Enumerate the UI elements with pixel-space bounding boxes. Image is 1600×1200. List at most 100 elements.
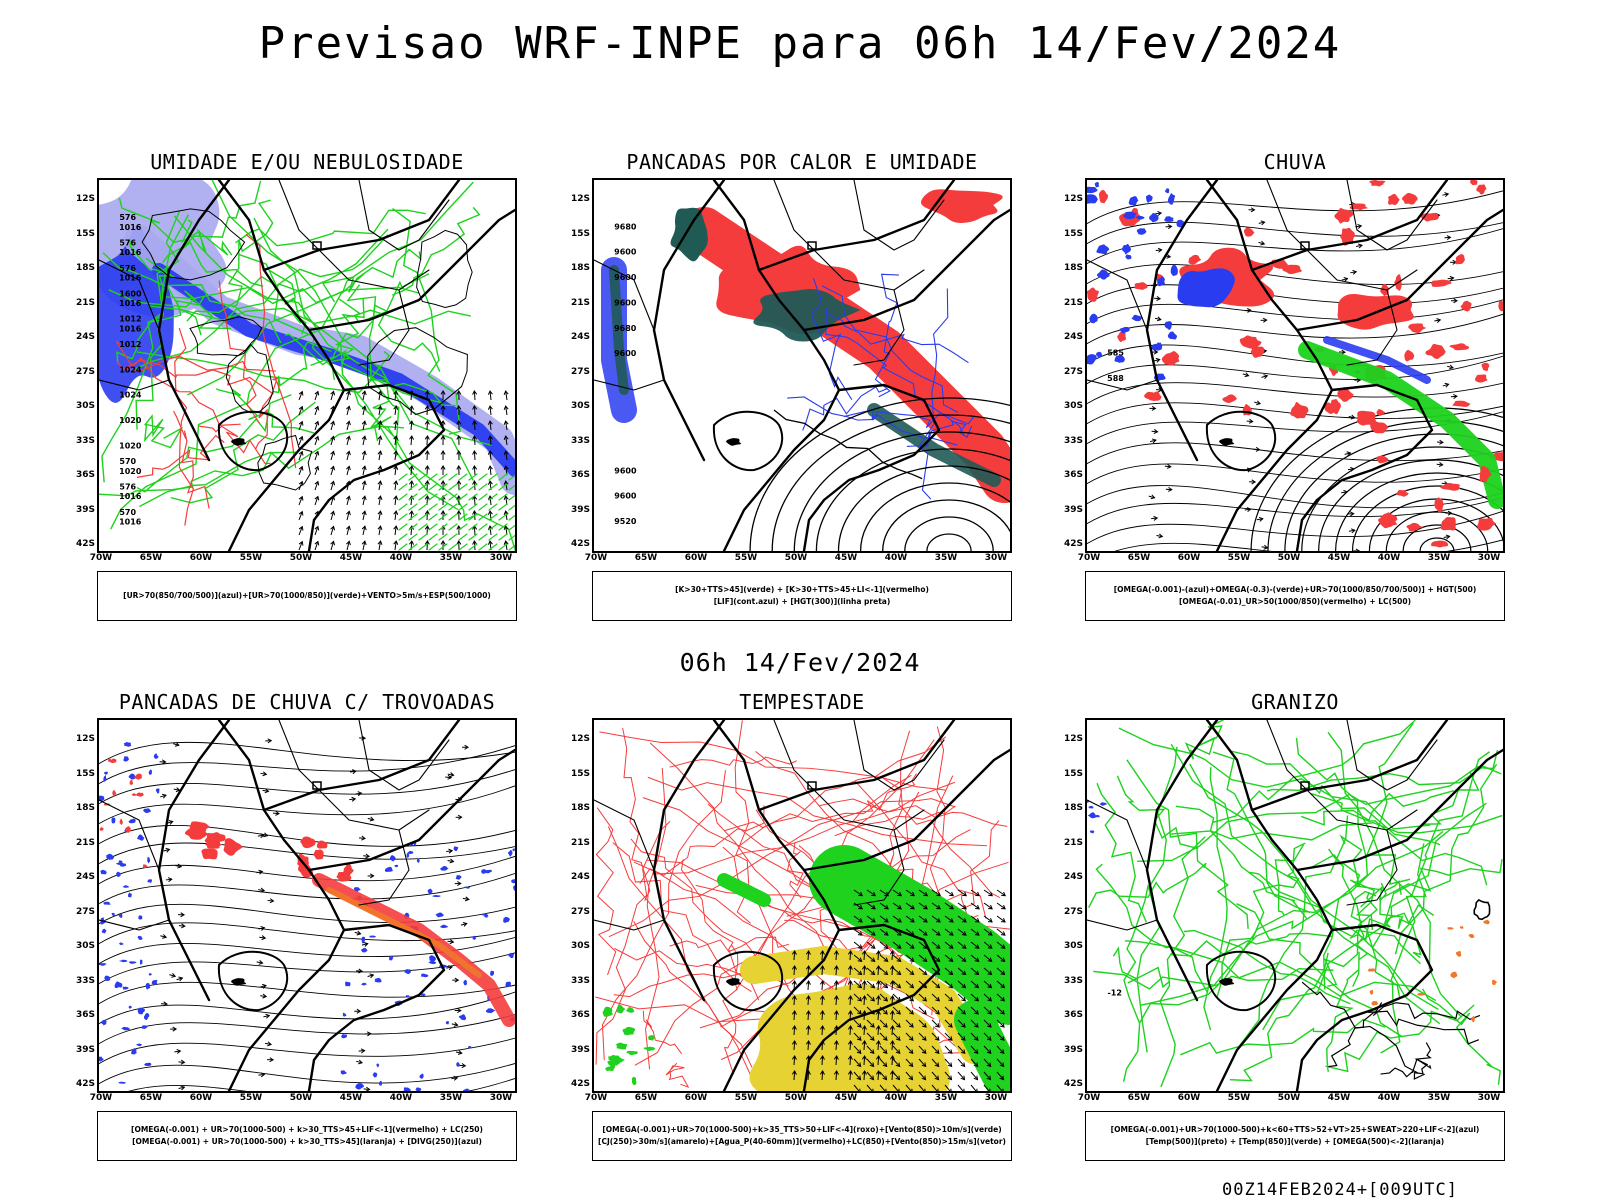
contour-label: 570 — [119, 457, 136, 466]
lat-tick-label: 39S — [75, 1044, 95, 1055]
lat-tick-label: 12S — [1063, 734, 1083, 744]
lon-tick-label: 70W — [1077, 553, 1101, 563]
lat-tick-label: 39S — [75, 504, 95, 515]
lon-tick-label: 40W — [389, 1093, 413, 1103]
map-panel: CHUVA 588 585 12S 15S 18S 21S 24S 27S 30S 33S 36S 39… — [1064, 150, 1505, 625]
lat-tick-label: 15S — [1063, 228, 1083, 239]
contour-label: 9520 — [614, 517, 637, 526]
lat-tick-label: 36S — [570, 470, 590, 480]
contour-label: 1016 — [119, 492, 142, 501]
contour-label: 1600 — [119, 289, 142, 298]
lat-tick-label: 30S — [1063, 941, 1083, 951]
forecast-map: 9600 9680 9600 9600 9600 9680 9520 9600 9600 — [592, 178, 1012, 553]
lat-tick-label: 36S — [75, 1010, 95, 1020]
longitude-axis: 70W 65W 60W 55W 50W 45W 40W 35W 30W — [585, 553, 1012, 565]
lon-tick-label: 60W — [1177, 1093, 1201, 1103]
latitude-axis: 12S 15S 18S 21S 24S 27S 30S 33S 36S 39S 42S — [59, 178, 95, 553]
lon-tick-label: 60W — [189, 553, 213, 563]
lon-tick-label: 50W — [1277, 1093, 1301, 1103]
panel-title: GRANIZO — [1251, 690, 1339, 714]
contour-label: 9680 — [614, 222, 637, 231]
lon-tick-label: 50W — [784, 553, 808, 563]
lat-tick-label: 42S — [1063, 539, 1083, 549]
lat-tick-label: 12S — [570, 194, 590, 204]
lat-tick-label: 36S — [1063, 470, 1083, 480]
contour-label: 9600 — [614, 298, 637, 307]
panel-legend: [OMEGA(-0.001) + UR>70(1000-500) + k>30_… — [97, 1111, 517, 1161]
contour-label: 9600 — [614, 273, 637, 282]
run-timestamp: 00Z14FEB2024+[009UTC] — [1222, 1180, 1458, 1200]
lon-tick-label: 70W — [89, 1093, 113, 1103]
lat-tick-label: 18S — [75, 803, 95, 813]
map-panel: TEMPESTADE 12S 15S 18S 21S 24S 27S 30S 33S 36S 39S… — [571, 690, 1012, 1165]
lon-tick-label: 70W — [89, 553, 113, 563]
legend-line: [OMEGA(-0.01)_UR>50(1000/850)(vermelho) … — [1178, 597, 1412, 606]
legend-line: [OMEGA(-0.001)+UR>70(1000-500)+k<60+TTS>… — [1110, 1125, 1480, 1134]
lat-tick-label: 33S — [75, 975, 95, 986]
lat-tick-label: 18S — [570, 263, 590, 273]
lon-tick-label: 50W — [289, 1093, 313, 1103]
lat-tick-label: 12S — [75, 194, 95, 204]
forecast-map — [592, 718, 1012, 1093]
lat-tick-label: 12S — [75, 734, 95, 744]
contour-label: 1016 — [119, 299, 142, 308]
lat-tick-label: 18S — [75, 263, 95, 273]
longitude-axis: 70W 65W 60W 55W 50W 45W 40W 35W 30W — [90, 1093, 517, 1105]
legend-line: [K>30+TTS>45](verde) + [K>30+TTS>45+LI<-… — [675, 585, 929, 594]
contour-label: 1012 — [119, 340, 141, 349]
lon-tick-label: 65W — [139, 553, 163, 563]
main-title: Previsao WRF-INPE para 06h 14/Fev/2024 — [258, 18, 1342, 69]
forecast-map: -12 — [1085, 718, 1505, 1093]
map-panel: PANCADAS DE CHUVA C/ TROVOADAS 12S 15S 18S 2… — [76, 690, 517, 1165]
contour-label: 1016 — [119, 274, 142, 283]
panel-legend: [UR>70(850/700/500)](azul)+[UR>70(1000/8… — [97, 571, 517, 621]
contour-label: 1020 — [119, 441, 142, 450]
lat-tick-label: 39S — [570, 504, 590, 515]
lat-tick-label: 27S — [570, 906, 590, 917]
panel-legend: [OMEGA(-0.001)+UR>70(1000-500)+k<60+TTS>… — [1085, 1111, 1505, 1161]
map-panel: UMIDADE E/OU NEBULOSIDADE 1016 1016 1016 101… — [76, 150, 517, 625]
lon-tick-label: 30W — [489, 1093, 513, 1103]
contour-label: 576 — [119, 483, 136, 492]
forecast-time-label: 06h 14/Fev/2024 — [679, 648, 921, 677]
lon-tick-label: 55W — [1227, 1093, 1251, 1103]
lon-tick-label: 70W — [584, 1093, 608, 1103]
lat-tick-label: 36S — [75, 470, 95, 480]
panel-title: UMIDADE E/OU NEBULOSIDADE — [150, 150, 464, 174]
lat-tick-label: 21S — [75, 837, 95, 848]
lat-tick-label: 42S — [570, 1079, 590, 1089]
forecast-map: 1016 1016 1016 1016 1016 1016 1016 1020 1020 1020… — [97, 178, 517, 553]
lat-tick-label: 24S — [75, 332, 95, 342]
lon-tick-label: 45W — [834, 553, 858, 563]
lat-tick-label: 30S — [1063, 401, 1083, 411]
lon-tick-label: 50W — [1277, 553, 1301, 563]
contour-label: 9680 — [614, 324, 637, 333]
lon-tick-label: 60W — [684, 1093, 708, 1103]
lon-tick-label: 55W — [1227, 553, 1251, 563]
latitude-axis: 12S 15S 18S 21S 24S 27S 30S 33S 36S 39S 42S — [1047, 718, 1083, 1093]
lon-tick-label: 40W — [1377, 1093, 1401, 1103]
lon-tick-label: 40W — [389, 553, 413, 563]
lon-tick-label: 35W — [439, 553, 463, 563]
lat-tick-label: 42S — [75, 539, 95, 549]
lat-tick-label: 24S — [75, 872, 95, 882]
contour-label: 9600 — [614, 248, 637, 257]
lon-tick-label: 40W — [884, 553, 908, 563]
lat-tick-label: 39S — [1063, 1044, 1083, 1055]
lon-tick-label: 35W — [1427, 553, 1451, 563]
lat-tick-label: 30S — [570, 941, 590, 951]
latitude-axis: 12S 15S 18S 21S 24S 27S 30S 33S 36S 39S 42S — [554, 178, 590, 553]
lon-tick-label: 55W — [239, 1093, 263, 1103]
lat-tick-label: 21S — [75, 297, 95, 308]
contour-label: 1012 — [119, 315, 141, 324]
lon-tick-label: 65W — [634, 1093, 658, 1103]
lon-tick-label: 30W — [984, 553, 1008, 563]
lon-tick-label: 65W — [1127, 553, 1151, 563]
latitude-axis: 12S 15S 18S 21S 24S 27S 30S 33S 36S 39S 42S — [554, 718, 590, 1093]
lat-tick-label: 36S — [570, 1010, 590, 1020]
lat-tick-label: 24S — [570, 872, 590, 882]
longitude-axis: 70W 65W 60W 55W 50W 45W 40W 35W 30W — [90, 553, 517, 565]
legend-line: [Temp(500)](preto) + [Temp(850)](verde) … — [1145, 1137, 1445, 1146]
lat-tick-label: 42S — [1063, 1079, 1083, 1089]
lat-tick-label: 15S — [570, 228, 590, 239]
